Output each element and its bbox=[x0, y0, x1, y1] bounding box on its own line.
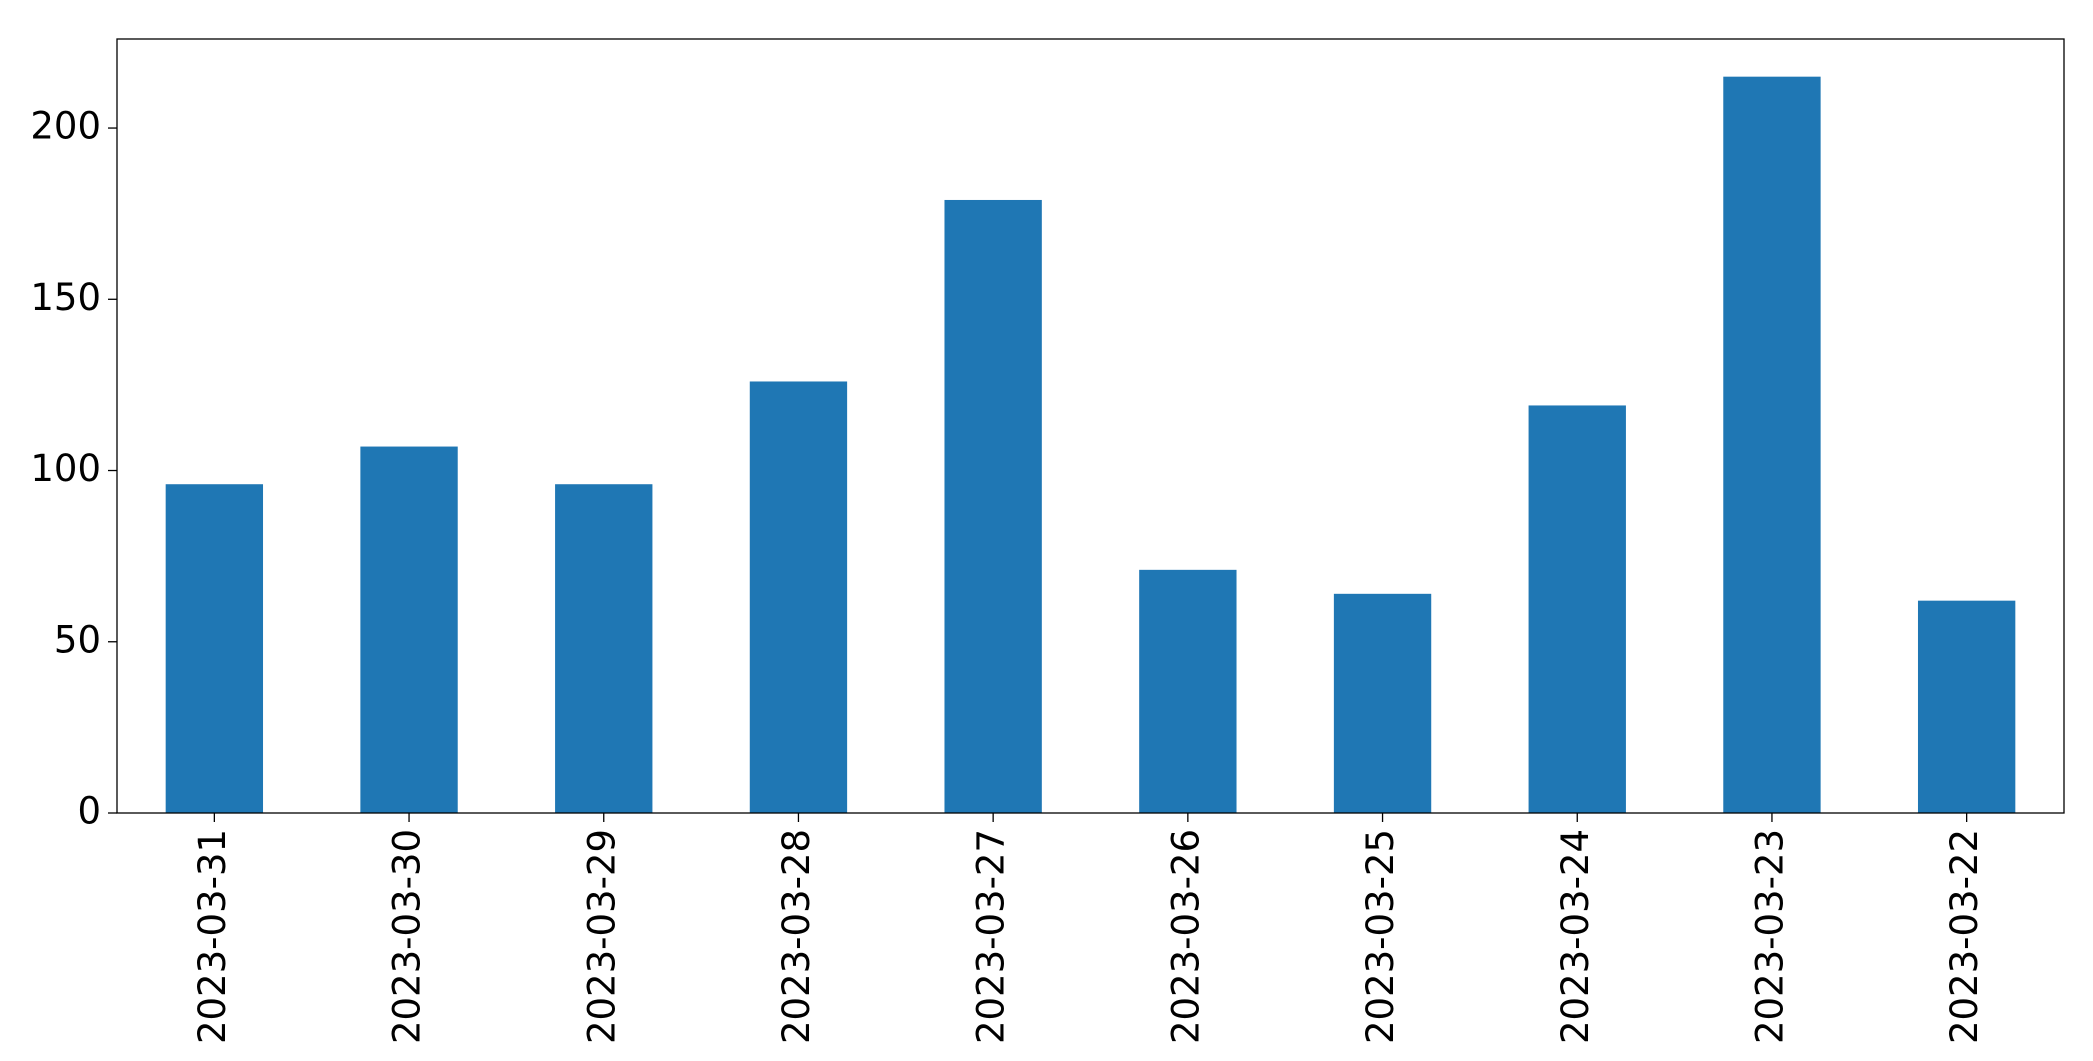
bar bbox=[1333, 593, 1432, 813]
bar bbox=[1723, 76, 1821, 814]
x-tick-label: 2023-03-29 bbox=[580, 829, 623, 1044]
bar bbox=[1139, 569, 1237, 813]
x-tick-label: 2023-03-23 bbox=[1748, 829, 1791, 1044]
plot-frame bbox=[116, 38, 2065, 814]
bar bbox=[1528, 405, 1626, 813]
x-tick-label: 2023-03-26 bbox=[1164, 829, 1207, 1044]
y-tick-label: 50 bbox=[54, 618, 101, 661]
bar bbox=[1917, 600, 2016, 813]
x-tick-label: 2023-03-24 bbox=[1554, 829, 1597, 1044]
bar bbox=[360, 446, 458, 813]
y-tick-label: 0 bbox=[77, 790, 101, 833]
bar bbox=[749, 381, 848, 813]
x-tick-label: 2023-03-31 bbox=[191, 829, 234, 1044]
bar bbox=[555, 484, 653, 813]
bar bbox=[944, 199, 1042, 813]
y-tick-label: 200 bbox=[30, 105, 101, 148]
x-tick-label: 2023-03-27 bbox=[970, 829, 1013, 1044]
x-tick-label: 2023-03-30 bbox=[386, 829, 429, 1044]
y-tick-label: 150 bbox=[30, 276, 101, 319]
x-tick-label: 2023-03-25 bbox=[1359, 829, 1402, 1044]
x-tick-label: 2023-03-28 bbox=[775, 829, 818, 1044]
bar bbox=[165, 484, 264, 813]
x-tick-label: 2023-03-22 bbox=[1943, 829, 1986, 1044]
y-tick-label: 100 bbox=[30, 447, 101, 490]
